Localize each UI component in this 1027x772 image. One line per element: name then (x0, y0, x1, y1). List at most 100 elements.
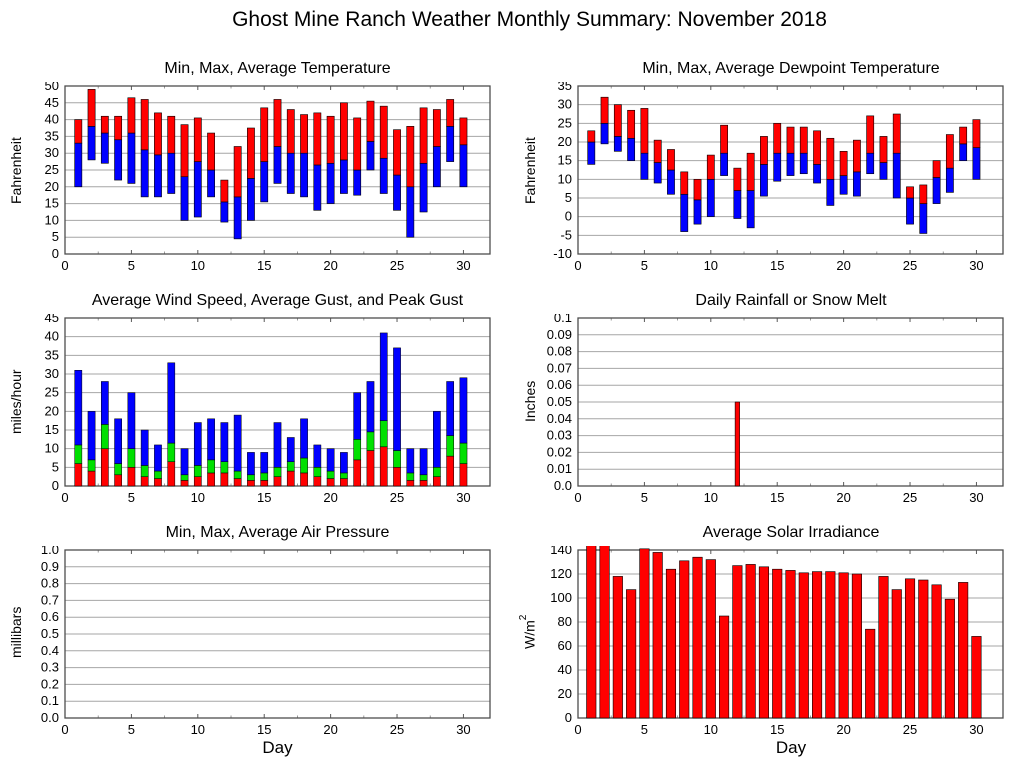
svg-text:10: 10 (704, 490, 718, 504)
svg-text:0.6: 0.6 (41, 609, 59, 624)
svg-text:5: 5 (641, 490, 648, 504)
svg-text:5: 5 (641, 722, 648, 736)
svg-text:20: 20 (558, 134, 572, 149)
svg-text:15: 15 (45, 422, 59, 437)
svg-text:0: 0 (61, 258, 68, 272)
svg-text:10: 10 (191, 722, 205, 736)
svg-text:0.7: 0.7 (41, 592, 59, 607)
svg-text:30: 30 (969, 490, 983, 504)
svg-text:100: 100 (550, 590, 572, 605)
svg-text:0.8: 0.8 (41, 576, 59, 591)
svg-text:120: 120 (550, 566, 572, 581)
svg-text:0.08: 0.08 (547, 344, 572, 359)
svg-text:10: 10 (558, 171, 572, 186)
svg-text:140: 140 (550, 546, 572, 557)
svg-text:5: 5 (128, 490, 135, 504)
svg-text:0.1: 0.1 (41, 693, 59, 708)
svg-text:25: 25 (45, 385, 59, 400)
svg-text:0: 0 (574, 258, 581, 272)
svg-text:15: 15 (558, 153, 572, 168)
svg-text:0.09: 0.09 (547, 327, 572, 342)
svg-text:15: 15 (770, 490, 784, 504)
svg-text:15: 15 (257, 258, 271, 272)
svg-text:30: 30 (456, 722, 470, 736)
svg-text:35: 35 (45, 128, 59, 143)
svg-text:40: 40 (558, 662, 572, 677)
svg-text:25: 25 (903, 490, 917, 504)
svg-text:25: 25 (390, 258, 404, 272)
svg-text:0.06: 0.06 (547, 377, 572, 392)
svg-text:0.01: 0.01 (547, 461, 572, 476)
svg-text:40: 40 (45, 329, 59, 344)
svg-text:20: 20 (323, 722, 337, 736)
svg-text:10: 10 (191, 258, 205, 272)
svg-text:20: 20 (558, 686, 572, 701)
svg-text:0.9: 0.9 (41, 559, 59, 574)
svg-text:10: 10 (704, 722, 718, 736)
svg-text:40: 40 (45, 112, 59, 127)
svg-text:0.03: 0.03 (547, 428, 572, 443)
svg-text:20: 20 (323, 258, 337, 272)
svg-text:0.3: 0.3 (41, 660, 59, 675)
svg-text:30: 30 (558, 97, 572, 112)
svg-text:0.4: 0.4 (41, 643, 59, 658)
svg-text:15: 15 (770, 722, 784, 736)
svg-text:0.0: 0.0 (554, 478, 572, 493)
svg-text:30: 30 (969, 258, 983, 272)
svg-text:15: 15 (257, 490, 271, 504)
svg-text:35: 35 (45, 347, 59, 362)
svg-text:15: 15 (45, 196, 59, 211)
svg-text:10: 10 (704, 258, 718, 272)
svg-text:5: 5 (128, 722, 135, 736)
svg-text:5: 5 (128, 258, 135, 272)
svg-text:20: 20 (836, 490, 850, 504)
svg-text:10: 10 (45, 212, 59, 227)
svg-text:45: 45 (45, 314, 59, 325)
svg-text:0: 0 (574, 722, 581, 736)
svg-text:10: 10 (191, 490, 205, 504)
svg-text:30: 30 (45, 366, 59, 381)
svg-text:15: 15 (257, 722, 271, 736)
svg-text:0: 0 (574, 490, 581, 504)
svg-text:20: 20 (836, 722, 850, 736)
svg-text:0: 0 (52, 478, 59, 493)
svg-text:0.04: 0.04 (547, 411, 572, 426)
svg-text:0.0: 0.0 (41, 710, 59, 725)
svg-text:5: 5 (641, 258, 648, 272)
svg-text:0.5: 0.5 (41, 626, 59, 641)
svg-text:30: 30 (456, 490, 470, 504)
svg-text:35: 35 (558, 82, 572, 93)
svg-text:5: 5 (565, 190, 572, 205)
svg-text:25: 25 (903, 722, 917, 736)
svg-text:0.2: 0.2 (41, 676, 59, 691)
svg-text:10: 10 (45, 441, 59, 456)
svg-text:20: 20 (45, 403, 59, 418)
svg-text:0: 0 (61, 722, 68, 736)
svg-text:25: 25 (390, 490, 404, 504)
svg-text:30: 30 (969, 722, 983, 736)
svg-text:45: 45 (45, 95, 59, 110)
svg-text:5: 5 (52, 459, 59, 474)
svg-text:20: 20 (323, 490, 337, 504)
svg-text:30: 30 (456, 258, 470, 272)
svg-text:0: 0 (52, 246, 59, 261)
svg-text:20: 20 (45, 179, 59, 194)
svg-text:1.0: 1.0 (41, 546, 59, 557)
svg-text:0: 0 (565, 710, 572, 725)
svg-text:0.07: 0.07 (547, 360, 572, 375)
svg-text:15: 15 (770, 258, 784, 272)
svg-text:-5: -5 (560, 227, 572, 242)
svg-text:0.1: 0.1 (554, 314, 572, 325)
svg-text:60: 60 (558, 638, 572, 653)
svg-text:30: 30 (45, 145, 59, 160)
svg-text:25: 25 (390, 722, 404, 736)
svg-text:0: 0 (565, 209, 572, 224)
svg-text:50: 50 (45, 82, 59, 93)
svg-text:0.05: 0.05 (547, 394, 572, 409)
svg-text:5: 5 (52, 229, 59, 244)
svg-text:25: 25 (45, 162, 59, 177)
svg-text:0: 0 (61, 490, 68, 504)
svg-text:0.02: 0.02 (547, 444, 572, 459)
svg-text:25: 25 (903, 258, 917, 272)
svg-text:20: 20 (836, 258, 850, 272)
